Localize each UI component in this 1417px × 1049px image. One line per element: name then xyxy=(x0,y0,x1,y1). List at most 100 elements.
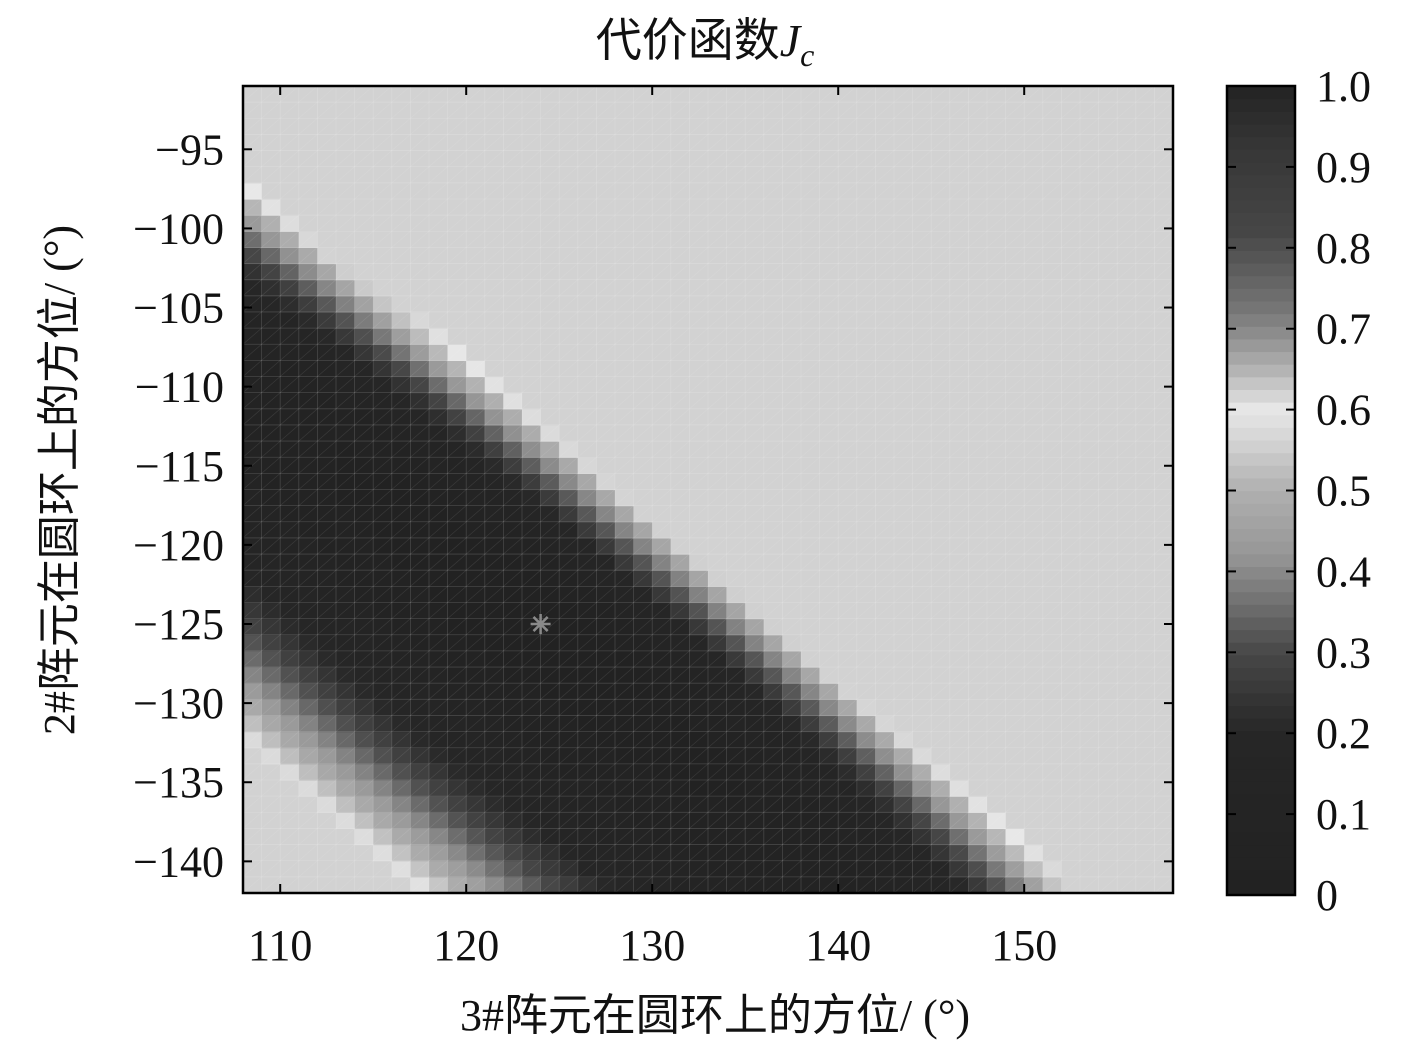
heatmap-cell xyxy=(298,295,318,313)
heatmap-cell xyxy=(466,812,486,830)
heatmap-cell xyxy=(689,521,709,539)
heatmap-cell xyxy=(261,634,281,652)
heatmap-cell xyxy=(391,134,411,152)
colorbar-tick-label: 0.5 xyxy=(1316,467,1371,516)
heatmap-cell xyxy=(1042,134,1062,152)
heatmap-cell xyxy=(819,247,839,265)
heatmap-cell xyxy=(670,812,690,830)
heatmap-cell xyxy=(987,860,1007,878)
heatmap-cell xyxy=(243,134,263,152)
heatmap-cell xyxy=(410,683,430,700)
heatmap-cell xyxy=(894,263,914,281)
colorbar-segment xyxy=(1227,806,1295,820)
heatmap-cell xyxy=(819,198,839,216)
heatmap-cell xyxy=(1005,102,1025,119)
heatmap-cell xyxy=(633,295,653,313)
heatmap-cell xyxy=(801,328,821,345)
heatmap-cell xyxy=(1154,570,1174,587)
heatmap-cell xyxy=(708,102,728,119)
heatmap-cell xyxy=(763,796,783,813)
heatmap-cell xyxy=(1005,876,1025,894)
heatmap-cell xyxy=(949,263,969,281)
heatmap-cell xyxy=(763,731,783,749)
heatmap-cell xyxy=(689,150,709,168)
colorbar-segment xyxy=(1227,490,1295,504)
heatmap-cell xyxy=(243,699,263,717)
heatmap-cell xyxy=(373,166,393,184)
heatmap-cell xyxy=(708,424,728,442)
heatmap-cell xyxy=(763,812,783,830)
heatmap-cell xyxy=(354,408,374,426)
heatmap-cell xyxy=(503,796,523,813)
heatmap-cell xyxy=(1135,667,1155,684)
heatmap-cell xyxy=(354,618,374,636)
heatmap-cell xyxy=(745,457,765,474)
heatmap-cell xyxy=(596,602,616,620)
heatmap-cell xyxy=(410,86,430,103)
colorbar-segment xyxy=(1227,427,1295,441)
heatmap-cell xyxy=(1024,489,1044,507)
heatmap-cell xyxy=(931,344,951,361)
heatmap-cell xyxy=(1061,392,1081,410)
heatmap-cell xyxy=(1005,667,1025,684)
heatmap-cell xyxy=(801,134,821,152)
heatmap-cell xyxy=(1080,295,1100,313)
heatmap-cell xyxy=(689,860,709,878)
heatmap-cell xyxy=(317,763,337,781)
heatmap-cell xyxy=(298,715,318,733)
heatmap-cell xyxy=(1024,182,1044,200)
heatmap-cell xyxy=(317,537,337,555)
heatmap-cell xyxy=(633,650,653,668)
colorbar-segment xyxy=(1227,591,1295,605)
heatmap-cell xyxy=(652,408,672,426)
heatmap-cell xyxy=(243,554,263,571)
heatmap-cell xyxy=(484,715,504,733)
heatmap-cell xyxy=(540,215,560,232)
heatmap-cell xyxy=(280,844,300,862)
heatmap-cell xyxy=(373,150,393,168)
heatmap-cell xyxy=(280,150,300,168)
heatmap-cell xyxy=(484,408,504,426)
heatmap-cell xyxy=(801,231,821,248)
heatmap-cell xyxy=(987,844,1007,862)
heatmap-cell xyxy=(243,457,263,474)
heatmap-cell xyxy=(652,360,672,378)
heatmap-cell xyxy=(670,667,690,684)
heatmap-cell xyxy=(447,650,467,668)
heatmap-cell xyxy=(670,796,690,813)
colorbar-segment xyxy=(1227,376,1295,390)
heatmap-cell xyxy=(968,166,988,184)
heatmap-cell xyxy=(633,247,653,265)
heatmap-cell xyxy=(894,570,914,587)
heatmap-cell xyxy=(782,408,802,426)
heatmap-cell xyxy=(615,360,635,378)
heatmap-cell xyxy=(856,537,876,555)
heatmap-cell xyxy=(968,376,988,394)
heatmap-cell xyxy=(856,505,876,523)
heatmap-cell xyxy=(782,554,802,571)
heatmap-cell xyxy=(1042,118,1062,136)
heatmap-cell xyxy=(577,473,597,491)
heatmap-cell xyxy=(968,263,988,281)
heatmap-cell xyxy=(1117,424,1137,442)
heatmap-cell xyxy=(763,699,783,717)
heatmap-cell xyxy=(261,457,281,474)
heatmap-cell xyxy=(838,683,858,700)
heatmap-cell xyxy=(1117,376,1137,394)
heatmap-cell xyxy=(298,505,318,523)
heatmap-cell xyxy=(261,796,281,813)
heatmap-cell xyxy=(745,376,765,394)
heatmap-cell xyxy=(652,441,672,458)
heatmap-cell xyxy=(1005,796,1025,813)
heatmap-cell xyxy=(559,215,579,232)
heatmap-cell xyxy=(1080,554,1100,571)
heatmap-cell xyxy=(522,457,542,474)
heatmap-cell xyxy=(1080,198,1100,216)
heatmap-cell xyxy=(1135,521,1155,539)
heatmap-cell xyxy=(726,295,746,313)
colorbar-segment xyxy=(1227,692,1295,706)
heatmap-cell xyxy=(243,360,263,378)
heatmap-cell xyxy=(931,424,951,442)
heatmap-cell xyxy=(280,715,300,733)
heatmap-cell xyxy=(1098,376,1118,394)
